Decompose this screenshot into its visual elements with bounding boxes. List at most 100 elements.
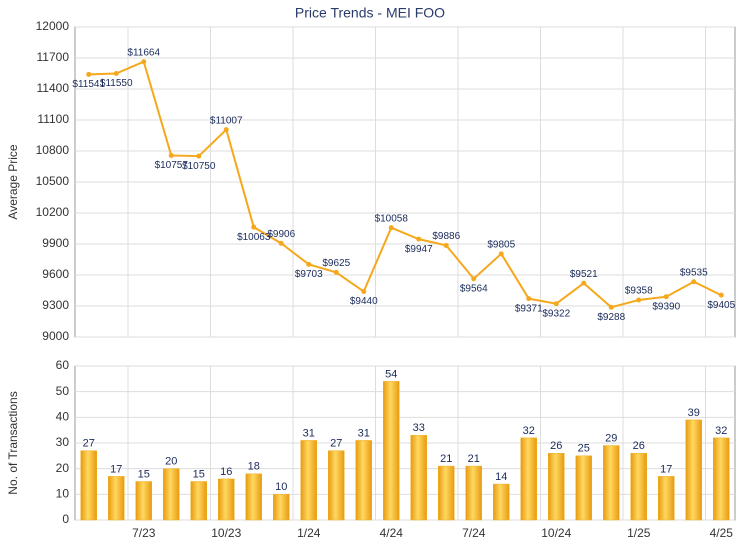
value-label: $9906	[267, 229, 295, 240]
bar	[548, 453, 565, 521]
point	[608, 304, 614, 310]
value-label: $11550	[100, 78, 133, 89]
value-label: $10750	[182, 161, 216, 172]
point	[361, 289, 367, 295]
value-label: $11541	[72, 79, 105, 90]
value-label: $9564	[460, 283, 488, 294]
bar	[300, 440, 317, 521]
value-label: 17	[660, 463, 672, 475]
y-tick-label: 50	[56, 384, 70, 398]
y-tick-label: 9000	[42, 329, 69, 343]
point	[251, 224, 257, 230]
value-label: $9947	[405, 244, 433, 255]
bar	[108, 476, 125, 521]
bar	[438, 465, 455, 521]
y-tick-label: 9300	[42, 298, 69, 312]
point	[168, 152, 174, 158]
bar	[630, 453, 647, 521]
value-label: $9288	[597, 312, 625, 323]
value-label: 26	[633, 440, 645, 452]
value-label: 18	[248, 461, 260, 473]
y-tick-label: 40	[56, 410, 70, 424]
value-label: 31	[358, 427, 370, 439]
value-label: 32	[715, 425, 727, 437]
point	[333, 269, 339, 275]
point	[196, 153, 202, 159]
value-label: $11007	[210, 115, 243, 126]
y-tick-label: 10800	[36, 143, 70, 157]
value-label: 14	[495, 471, 507, 483]
value-label: 10	[275, 481, 287, 493]
point	[498, 251, 504, 257]
y-tick-label: 12000	[36, 19, 70, 33]
bar	[685, 419, 702, 521]
value-label: 20	[165, 456, 177, 468]
x-tick-label: 4/24	[380, 526, 404, 540]
y-tick-label: 0	[62, 512, 69, 526]
point	[636, 297, 642, 303]
value-label: 25	[578, 443, 590, 455]
bar	[273, 494, 290, 521]
value-label: $10058	[375, 213, 409, 224]
value-label: 21	[468, 453, 480, 465]
value-label: $9358	[625, 286, 653, 297]
value-label: 26	[550, 440, 562, 452]
y-axis-label: No. of Transactions	[6, 391, 20, 494]
point	[471, 276, 477, 282]
value-label: $9805	[487, 239, 515, 250]
value-label: 15	[193, 468, 205, 480]
bar	[190, 481, 207, 521]
value-label: $11664	[127, 47, 160, 58]
x-tick-label: 7/23	[132, 526, 156, 540]
value-label: $9625	[322, 258, 350, 269]
y-tick-label: 11100	[37, 112, 69, 126]
bar	[328, 450, 345, 521]
point	[443, 242, 449, 248]
bar	[218, 478, 235, 521]
value-label: 32	[523, 425, 535, 437]
point	[416, 236, 422, 242]
point	[388, 225, 394, 231]
y-tick-label: 9600	[42, 267, 69, 281]
y-axis-label: Average Price	[6, 144, 20, 219]
value-label: 33	[413, 422, 425, 434]
bar	[493, 483, 510, 521]
price-line	[88, 60, 722, 309]
value-label: $9440	[350, 296, 378, 307]
bar	[520, 437, 537, 521]
y-tick-label: 11700	[37, 50, 70, 64]
point	[691, 279, 697, 285]
point	[663, 294, 669, 300]
bar	[163, 468, 180, 521]
x-tick-label: 10/24	[541, 526, 571, 540]
bar	[410, 435, 427, 521]
value-label: 16	[220, 466, 232, 478]
value-label: $10063	[237, 232, 271, 243]
x-tick-label: 10/23	[211, 526, 241, 540]
value-label: 27	[83, 438, 95, 450]
bar	[80, 450, 97, 521]
x-tick-label: 1/25	[627, 526, 651, 540]
bar	[658, 476, 675, 521]
point	[223, 127, 229, 133]
point	[278, 240, 284, 246]
value-label: 39	[688, 407, 700, 419]
bar	[713, 437, 730, 521]
x-tick-label: 7/24	[462, 526, 486, 540]
point	[141, 59, 147, 65]
point	[113, 71, 119, 76]
chart-title: Price Trends - MEI FOO	[295, 5, 445, 21]
bar	[603, 445, 620, 521]
value-label: $9322	[542, 308, 570, 319]
x-tick-label: 4/25	[710, 526, 734, 540]
y-tick-label: 30	[56, 435, 70, 449]
value-label: 29	[605, 432, 617, 444]
value-label: $9886	[432, 231, 460, 242]
y-tick-label: 9900	[42, 236, 69, 250]
value-label: $9371	[515, 303, 543, 314]
y-tick-label: 10	[56, 487, 70, 501]
bar	[355, 440, 372, 521]
point	[718, 292, 724, 298]
value-label: 17	[110, 463, 122, 475]
